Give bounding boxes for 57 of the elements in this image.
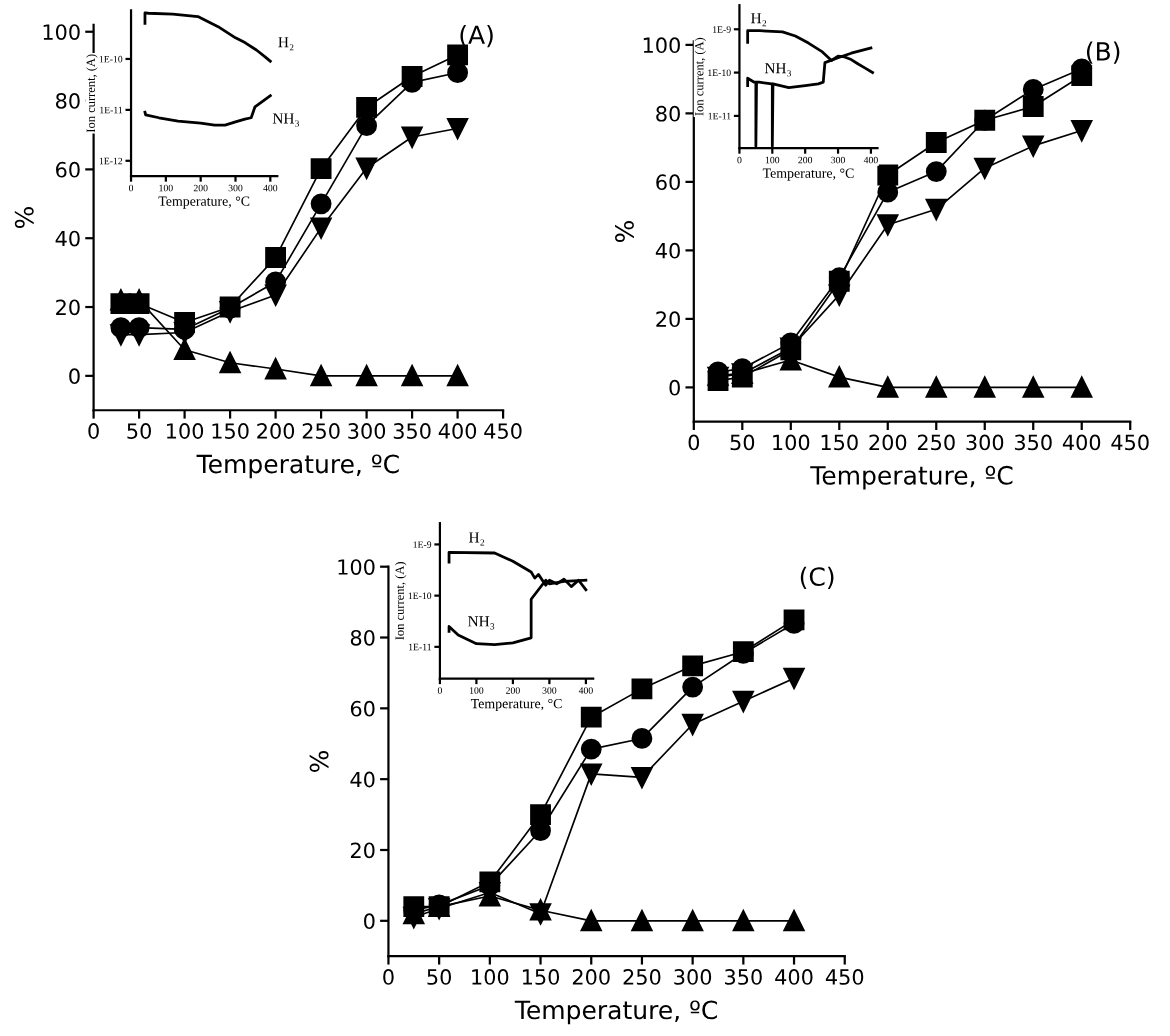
y-tick-label: 20 xyxy=(350,842,375,859)
x-tick-label: 300 xyxy=(348,423,386,439)
x-tick-label: 400 xyxy=(1062,434,1101,451)
y-axis-title: % xyxy=(615,221,634,243)
y-tick-label: 80 xyxy=(656,105,680,122)
y-axis-title: % xyxy=(309,750,329,772)
annotation: (C) xyxy=(800,566,834,589)
x-tick-label: 100 xyxy=(472,969,509,985)
annotation: (B) xyxy=(1086,41,1120,64)
x-tick-label: 0 xyxy=(383,969,394,985)
x-tick-label: 100 xyxy=(167,423,204,439)
y-tick-label: 0 xyxy=(669,379,680,396)
x-tick-label: 450 xyxy=(1111,434,1149,451)
y-tick-label: 40 xyxy=(55,230,80,247)
y-tick-label: 100 xyxy=(43,24,80,40)
x-tick-label: 50 xyxy=(427,969,452,985)
y-tick-label: 100 xyxy=(643,37,680,54)
y-axis-title: % xyxy=(14,207,34,229)
x-axis-title: Temperature, ºC xyxy=(810,465,1013,490)
x-axis-title: Temperature, ºC xyxy=(196,454,399,479)
x-tick-label: 150 xyxy=(522,969,560,985)
x-tick-label: 150 xyxy=(212,423,249,439)
x-tick-label: 200 xyxy=(869,434,907,451)
x-tick-label: 0 xyxy=(688,434,700,451)
x-tick-label: 250 xyxy=(302,423,340,439)
x-tick-label: 350 xyxy=(725,969,762,985)
x-tick-label: 50 xyxy=(127,423,151,439)
x-tick-label: 400 xyxy=(775,969,813,985)
x-tick-label: 250 xyxy=(917,434,955,451)
x-axis-title: Temperature, ºC xyxy=(514,1000,717,1025)
y-tick-label: 0 xyxy=(364,913,375,930)
x-tick-label: 300 xyxy=(966,434,1004,451)
x-tick-label: 450 xyxy=(484,423,522,439)
y-tick-label: 40 xyxy=(655,242,680,259)
annotation: (A) xyxy=(460,24,493,48)
x-tick-label: 350 xyxy=(1014,434,1052,451)
y-tick-label: 20 xyxy=(656,311,680,328)
x-tick-label: 200 xyxy=(257,423,295,439)
y-tick-label: 60 xyxy=(350,700,375,717)
y-tick-label: 20 xyxy=(56,299,80,316)
x-tick-label: 0 xyxy=(88,423,99,439)
x-tick-label: 250 xyxy=(623,969,661,985)
x-tick-label: 450 xyxy=(825,969,864,985)
y-tick-label: 100 xyxy=(338,559,375,575)
y-tick-label: 60 xyxy=(656,174,680,191)
y-tick-label: 80 xyxy=(56,93,80,109)
x-tick-label: 400 xyxy=(438,423,477,439)
x-tick-label: 300 xyxy=(674,969,712,985)
x-tick-label: 150 xyxy=(821,434,858,451)
x-tick-label: 350 xyxy=(393,423,431,439)
x-tick-label: 200 xyxy=(572,969,610,985)
y-tick-label: 40 xyxy=(350,771,375,788)
x-tick-label: 100 xyxy=(773,434,810,451)
y-tick-label: 0 xyxy=(69,368,80,385)
x-tick-label: 50 xyxy=(730,434,755,451)
y-tick-label: 60 xyxy=(56,161,80,178)
y-tick-label: 80 xyxy=(350,629,375,646)
